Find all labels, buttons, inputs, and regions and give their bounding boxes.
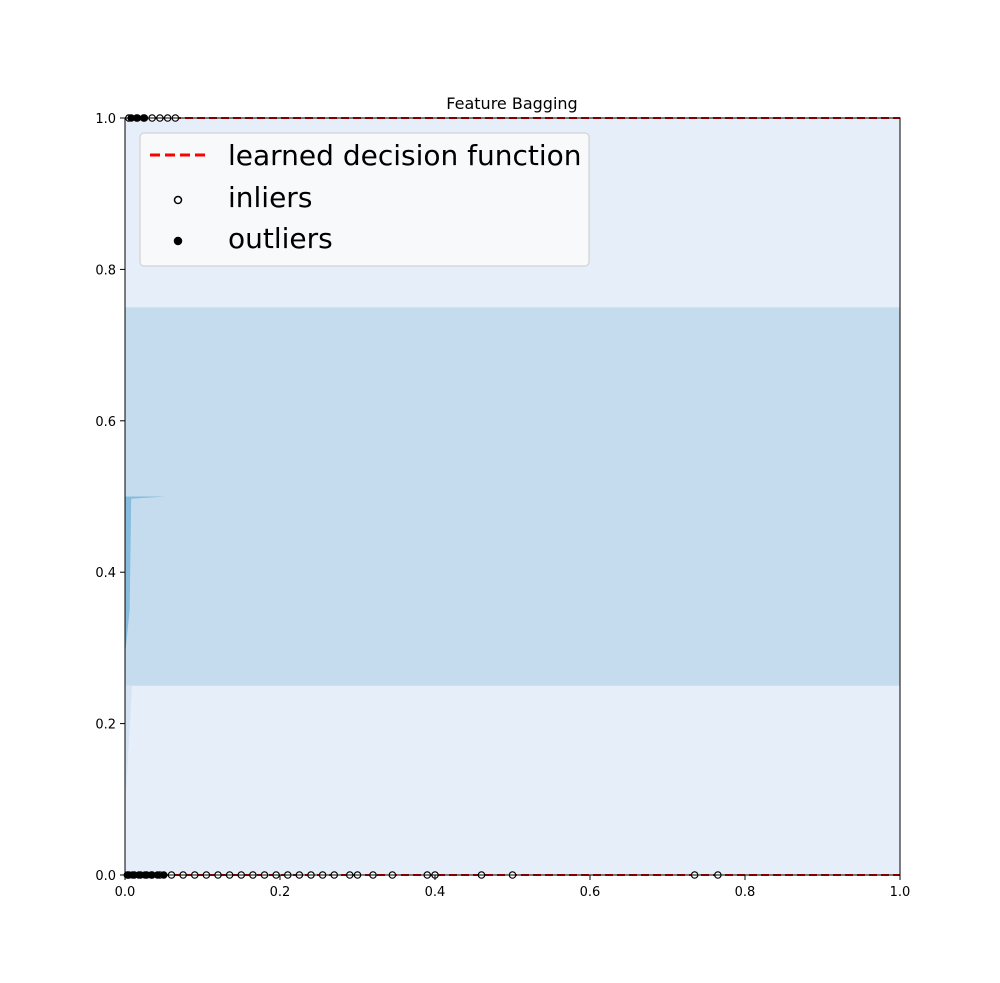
x-tick-label-1: 0.2 xyxy=(270,885,291,900)
legend-outlier-marker xyxy=(173,236,183,246)
contour-band-1 xyxy=(125,307,900,686)
x-tick-label-2: 0.4 xyxy=(425,885,446,900)
y-axis: 0.0 0.2 0.4 0.6 0.8 1.0 xyxy=(95,112,125,884)
y-tick-label-2: 0.4 xyxy=(95,566,116,581)
decision-boundary-lower-edge xyxy=(125,685,132,800)
legend-label-inliers: inliers xyxy=(228,181,312,214)
y-tick-label-5: 1.0 xyxy=(95,112,116,127)
y-tick-label-3: 0.6 xyxy=(95,415,116,430)
legend: learned decision function inliers outlie… xyxy=(139,132,590,267)
x-axis: 0.0 0.2 0.4 0.6 0.8 1.0 xyxy=(115,875,911,900)
x-tick-label-3: 0.6 xyxy=(580,885,601,900)
y-tick-label-0: 0.0 xyxy=(95,869,116,884)
legend-box xyxy=(139,132,590,267)
y-tick-label-1: 0.2 xyxy=(95,718,116,733)
legend-inlier-marker xyxy=(173,195,183,205)
x-tick-label-0: 0.0 xyxy=(115,885,136,900)
plot-frame xyxy=(124,117,901,876)
x-tick-label-4: 0.8 xyxy=(735,885,756,900)
legend-label-decision-function: learned decision function xyxy=(228,139,582,172)
y-tick-label-4: 0.8 xyxy=(95,263,116,278)
decision-boundary-edge xyxy=(125,496,166,648)
legend-label-outliers: outliers xyxy=(228,222,333,255)
chart-title: Feature Bagging xyxy=(446,94,577,113)
contour-band-0 xyxy=(125,685,900,875)
x-tick-label-5: 1.0 xyxy=(890,885,911,900)
